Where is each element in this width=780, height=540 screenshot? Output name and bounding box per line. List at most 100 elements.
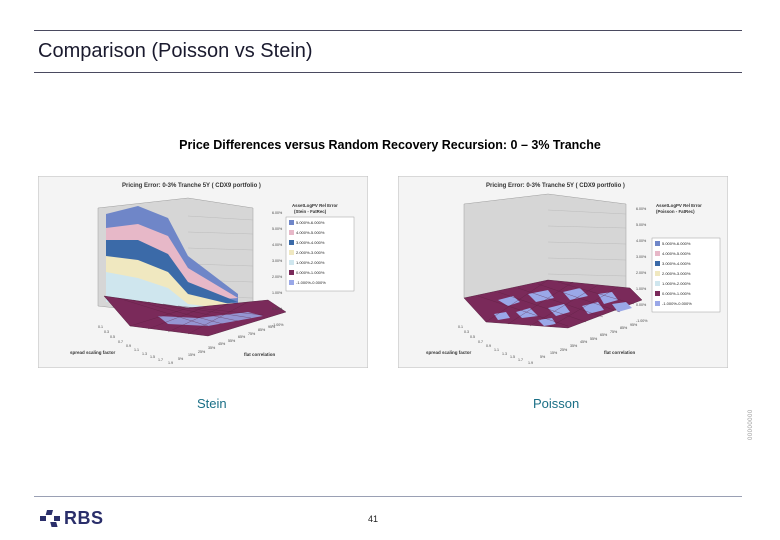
svg-text:0.00%: 0.00%: [272, 307, 283, 311]
svg-text:3.00%: 3.00%: [272, 259, 283, 263]
poisson-chart: Pricing Error: 0-3% Tranche 5Y ( CDX9 po…: [398, 176, 728, 368]
svg-text:-1.00%: -1.00%: [636, 319, 648, 323]
svg-text:95%: 95%: [268, 325, 276, 329]
svg-text:(Stein - FatRec): (Stein - FatRec): [294, 209, 327, 214]
svg-text:25%: 25%: [198, 350, 206, 354]
svg-text:0.1: 0.1: [98, 325, 103, 329]
y-axis-ticks: 5% 15% 25% 35% 45% 55% 65% 75% 85% 95%: [178, 325, 276, 361]
svg-text:0.7: 0.7: [478, 340, 483, 344]
svg-text:1.1: 1.1: [494, 348, 499, 352]
y-axis-label: flat correlation: [244, 352, 276, 357]
band-3-4: [106, 240, 238, 308]
svg-text:65%: 65%: [600, 333, 608, 337]
rbs-daisy-icon: [40, 509, 60, 527]
title-top-rule: [34, 30, 742, 31]
svg-text:85%: 85%: [258, 328, 266, 332]
page-number: 41: [368, 514, 379, 524]
svg-text:5%: 5%: [178, 357, 184, 361]
svg-text:0.000%-1.000%: 0.000%-1.000%: [662, 291, 691, 296]
svg-text:1.00%: 1.00%: [272, 291, 283, 295]
svg-text:6.00%: 6.00%: [636, 207, 647, 211]
svg-text:35%: 35%: [208, 346, 216, 350]
x-axis-label: spread scaling factor: [70, 350, 116, 355]
stein-chart-panel: Pricing Error: 0-3% Tranche 5Y ( CDX9 po…: [38, 176, 368, 368]
svg-text:0.9: 0.9: [126, 344, 131, 348]
chart-title: Pricing Error: 0-3% Tranche 5Y ( CDX9 po…: [486, 183, 625, 189]
chart-legend: AssetLogPV Rel Error (Poisson - FatRec) …: [651, 203, 721, 313]
svg-text:5.00%: 5.00%: [272, 227, 283, 231]
svg-text:2.000%-3.000%: 2.000%-3.000%: [296, 250, 325, 255]
y-axis-label: flat correlation: [604, 350, 636, 355]
svg-text:-1.000%-0.000%: -1.000%-0.000%: [296, 280, 326, 285]
svg-text:1.5: 1.5: [510, 355, 515, 359]
svg-text:95%: 95%: [630, 323, 638, 327]
svg-text:0.00%: 0.00%: [636, 303, 647, 307]
svg-text:5%: 5%: [540, 355, 546, 359]
svg-text:(Poisson - FatRec): (Poisson - FatRec): [656, 209, 695, 214]
svg-text:3.000%-4.000%: 3.000%-4.000%: [296, 240, 325, 245]
svg-text:55%: 55%: [228, 339, 236, 343]
x-axis-label: spread scaling factor: [426, 350, 472, 355]
svg-text:15%: 15%: [550, 351, 558, 355]
svg-text:1.5: 1.5: [150, 355, 155, 359]
svg-text:2.00%: 2.00%: [636, 271, 647, 275]
svg-text:75%: 75%: [610, 330, 618, 334]
svg-text:55%: 55%: [590, 337, 598, 341]
svg-text:-1.00%: -1.00%: [272, 323, 284, 327]
stein-caption: Stein: [197, 396, 227, 411]
svg-text:45%: 45%: [218, 342, 226, 346]
y-axis-ticks: 5% 15% 25% 35% 45% 55% 65% 75% 85% 95%: [540, 323, 638, 359]
svg-text:0.3: 0.3: [104, 330, 109, 334]
stein-chart: Pricing Error: 0-3% Tranche 5Y ( CDX9 po…: [38, 176, 368, 368]
svg-text:4.000%-5.000%: 4.000%-5.000%: [662, 251, 691, 256]
svg-text:1.7: 1.7: [158, 358, 163, 362]
svg-text:75%: 75%: [248, 332, 256, 336]
svg-text:AssetLogPV Rel Error: AssetLogPV Rel Error: [656, 203, 702, 208]
chart-title: Pricing Error: 0-3% Tranche 5Y ( CDX9 po…: [122, 183, 261, 189]
svg-text:4.000%-5.000%: 4.000%-5.000%: [296, 230, 325, 235]
svg-text:0.9: 0.9: [486, 344, 491, 348]
z-axis-ticks: 6.00% 5.00% 4.00% 3.00% 2.00% 1.00% 0.00…: [272, 211, 284, 327]
svg-text:0.000%-1.000%: 0.000%-1.000%: [296, 270, 325, 275]
surface-mesh: [117, 297, 264, 335]
svg-text:1.9: 1.9: [168, 361, 173, 365]
svg-text:3.000%-4.000%: 3.000%-4.000%: [662, 261, 691, 266]
svg-text:1.3: 1.3: [502, 352, 507, 356]
svg-text:85%: 85%: [620, 326, 628, 330]
svg-text:3.00%: 3.00%: [636, 255, 647, 259]
rbs-logo-text: RBS: [64, 508, 104, 528]
svg-text:35%: 35%: [570, 344, 578, 348]
svg-text:4.00%: 4.00%: [636, 239, 647, 243]
svg-text:0.1: 0.1: [458, 325, 463, 329]
rbs-logo: RBS: [40, 508, 104, 529]
surface-mesh: [477, 279, 635, 328]
svg-text:5.000%-6.000%: 5.000%-6.000%: [296, 220, 325, 225]
svg-text:5.00%: 5.00%: [636, 223, 647, 227]
x-axis-ticks: 0.1 0.3 0.5 0.7 0.9 1.1 1.3 1.5 1.7 1.9: [458, 325, 533, 365]
svg-text:4.00%: 4.00%: [272, 243, 283, 247]
svg-text:0.3: 0.3: [464, 330, 469, 334]
svg-text:45%: 45%: [580, 340, 588, 344]
svg-text:2.000%-3.000%: 2.000%-3.000%: [662, 271, 691, 276]
chart-gridlines: [547, 209, 627, 277]
svg-text:AssetLogPV Rel Error: AssetLogPV Rel Error: [292, 203, 338, 208]
poisson-caption: Poisson: [533, 396, 580, 411]
svg-text:5.000%-6.000%: 5.000%-6.000%: [662, 241, 691, 246]
svg-text:15%: 15%: [188, 353, 196, 357]
svg-text:1.3: 1.3: [142, 352, 147, 356]
svg-text:-1.000%-0.000%: -1.000%-0.000%: [662, 301, 692, 306]
svg-text:25%: 25%: [560, 348, 568, 352]
svg-text:1.7: 1.7: [518, 358, 523, 362]
svg-text:65%: 65%: [238, 335, 246, 339]
svg-text:1.9: 1.9: [528, 361, 533, 365]
poisson-chart-panel: Pricing Error: 0-3% Tranche 5Y ( CDX9 po…: [398, 176, 728, 368]
title-bottom-rule: [34, 72, 742, 73]
chart-legend: AssetLogPV Rel Error (Stein - FatRec) 5.…: [285, 203, 355, 292]
svg-text:0.7: 0.7: [118, 340, 123, 344]
svg-text:1.000%-2.000%: 1.000%-2.000%: [662, 281, 691, 286]
x-axis-ticks: 0.1 0.3 0.5 0.7 0.9 1.1 1.3 1.5 1.7 1.9: [98, 325, 173, 365]
side-code: 00000000: [748, 409, 754, 440]
svg-text:2.00%: 2.00%: [272, 275, 283, 279]
band-2-3: [106, 256, 238, 314]
svg-text:6.00%: 6.00%: [272, 211, 283, 215]
